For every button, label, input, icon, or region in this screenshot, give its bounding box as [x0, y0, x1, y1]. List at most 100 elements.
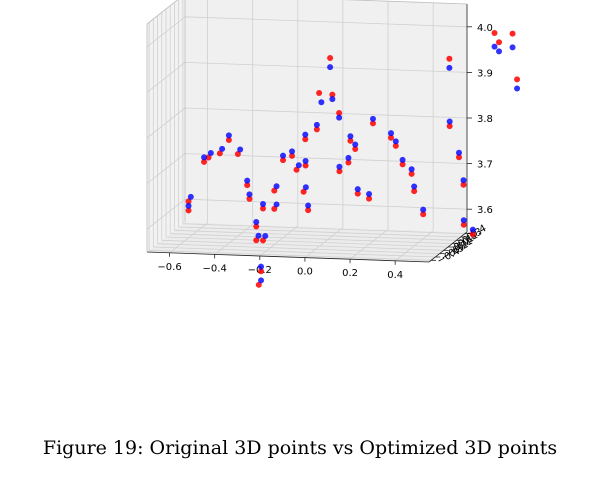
gridline-y: [170, 233, 453, 245]
original-point: [271, 205, 278, 212]
gridline-y: [178, 226, 461, 238]
gridline-y: [174, 229, 457, 241]
optimized-point: [329, 96, 336, 103]
original-point: [216, 150, 223, 157]
x-tick-label: −0.4: [203, 263, 227, 274]
original-point: [347, 137, 354, 144]
original-point: [260, 205, 267, 212]
original-point: [302, 162, 309, 169]
original-point: [253, 237, 260, 244]
optimized-point: [302, 157, 309, 164]
original-point: [460, 181, 467, 188]
gridline-z: [184, 62, 468, 73]
gridline-y: [161, 239, 444, 251]
optimized-point: [336, 114, 343, 121]
original-point: [366, 195, 373, 202]
original-point: [392, 142, 399, 149]
optimized-point: [273, 183, 280, 190]
optimized-point: [369, 115, 376, 122]
optimized-point: [411, 183, 418, 190]
optimized-point: [295, 162, 302, 169]
optimized-point: [258, 263, 265, 270]
optimized-point: [345, 154, 352, 161]
original-point: [496, 39, 503, 46]
original-point: [420, 211, 427, 218]
original-point: [446, 123, 453, 130]
optimized-point: [225, 132, 232, 139]
original-point: [185, 198, 192, 205]
original-point: [329, 91, 336, 98]
original-point: [313, 126, 320, 133]
original-point: [399, 161, 406, 168]
gridline-z: [184, 153, 468, 164]
original-point: [293, 166, 300, 173]
optimized-point: [253, 218, 260, 225]
gridline-z: [184, 107, 468, 119]
original-point: [369, 120, 376, 127]
original-point: [345, 159, 352, 166]
optimized-point: [313, 121, 320, 128]
pane-edge: [342, 0, 468, 5]
original-point: [408, 170, 415, 177]
gridline-y: [182, 223, 465, 235]
data-points: [185, 30, 521, 288]
gridline-z: [184, 198, 468, 210]
gridline-z: [146, 62, 186, 93]
original-point: [305, 207, 312, 214]
pane-edge: [146, 0, 179, 25]
optimized-point: [460, 177, 467, 184]
optimized-point: [354, 186, 361, 193]
z-tick-label: 4.0: [477, 23, 493, 34]
x-tick-label: −0.6: [157, 262, 181, 273]
gridline-z: [146, 16, 186, 48]
original-point: [289, 152, 296, 159]
optimized-point: [496, 48, 503, 55]
optimized-point: [237, 146, 244, 153]
x-axis-line: [146, 251, 430, 263]
z-tick-label: 3.8: [477, 114, 493, 125]
gridline-z: [184, 16, 468, 28]
x-tick-label: 0.4: [387, 270, 403, 281]
optimized-point: [244, 177, 251, 184]
optimized-point: [347, 133, 354, 140]
original-point: [411, 188, 418, 195]
original-point: [244, 182, 251, 189]
optimized-point: [509, 44, 516, 51]
x-tick-label: 0.0: [297, 267, 313, 278]
optimized-point: [336, 163, 343, 170]
z-tick-label: 3.9: [477, 68, 493, 79]
gridline-z: [146, 198, 186, 230]
gridline-y: [157, 243, 440, 255]
optimized-point: [420, 206, 427, 213]
optimized-point: [366, 191, 373, 198]
back-pane: [185, 0, 467, 232]
x-tick-label: 0.2: [342, 268, 358, 279]
optimized-point: [305, 202, 312, 209]
original-point: [354, 190, 361, 197]
optimized-point: [219, 145, 226, 152]
optimized-point: [289, 148, 296, 155]
z-tick-label: 3.6: [477, 205, 493, 216]
optimized-point: [392, 138, 399, 145]
optimized-point: [408, 166, 415, 173]
original-point: [352, 146, 359, 153]
optimized-point: [187, 193, 194, 200]
original-point: [258, 268, 265, 275]
original-point: [260, 237, 267, 244]
optimized-point: [352, 141, 359, 148]
optimized-point: [399, 156, 406, 163]
optimized-point: [201, 154, 208, 161]
optimized-point: [446, 64, 453, 71]
original-point: [234, 150, 241, 157]
optimized-point: [455, 149, 462, 156]
axis-panes: [147, 0, 467, 262]
gridline-z: [146, 153, 186, 184]
original-point: [225, 136, 232, 143]
z-tick-label: 3.7: [477, 160, 493, 171]
optimized-point: [460, 217, 467, 224]
optimized-point: [318, 99, 325, 106]
gridline-y: [153, 246, 436, 258]
original-point: [271, 187, 278, 194]
gridline-y: [165, 236, 449, 248]
optimized-point: [446, 118, 453, 125]
